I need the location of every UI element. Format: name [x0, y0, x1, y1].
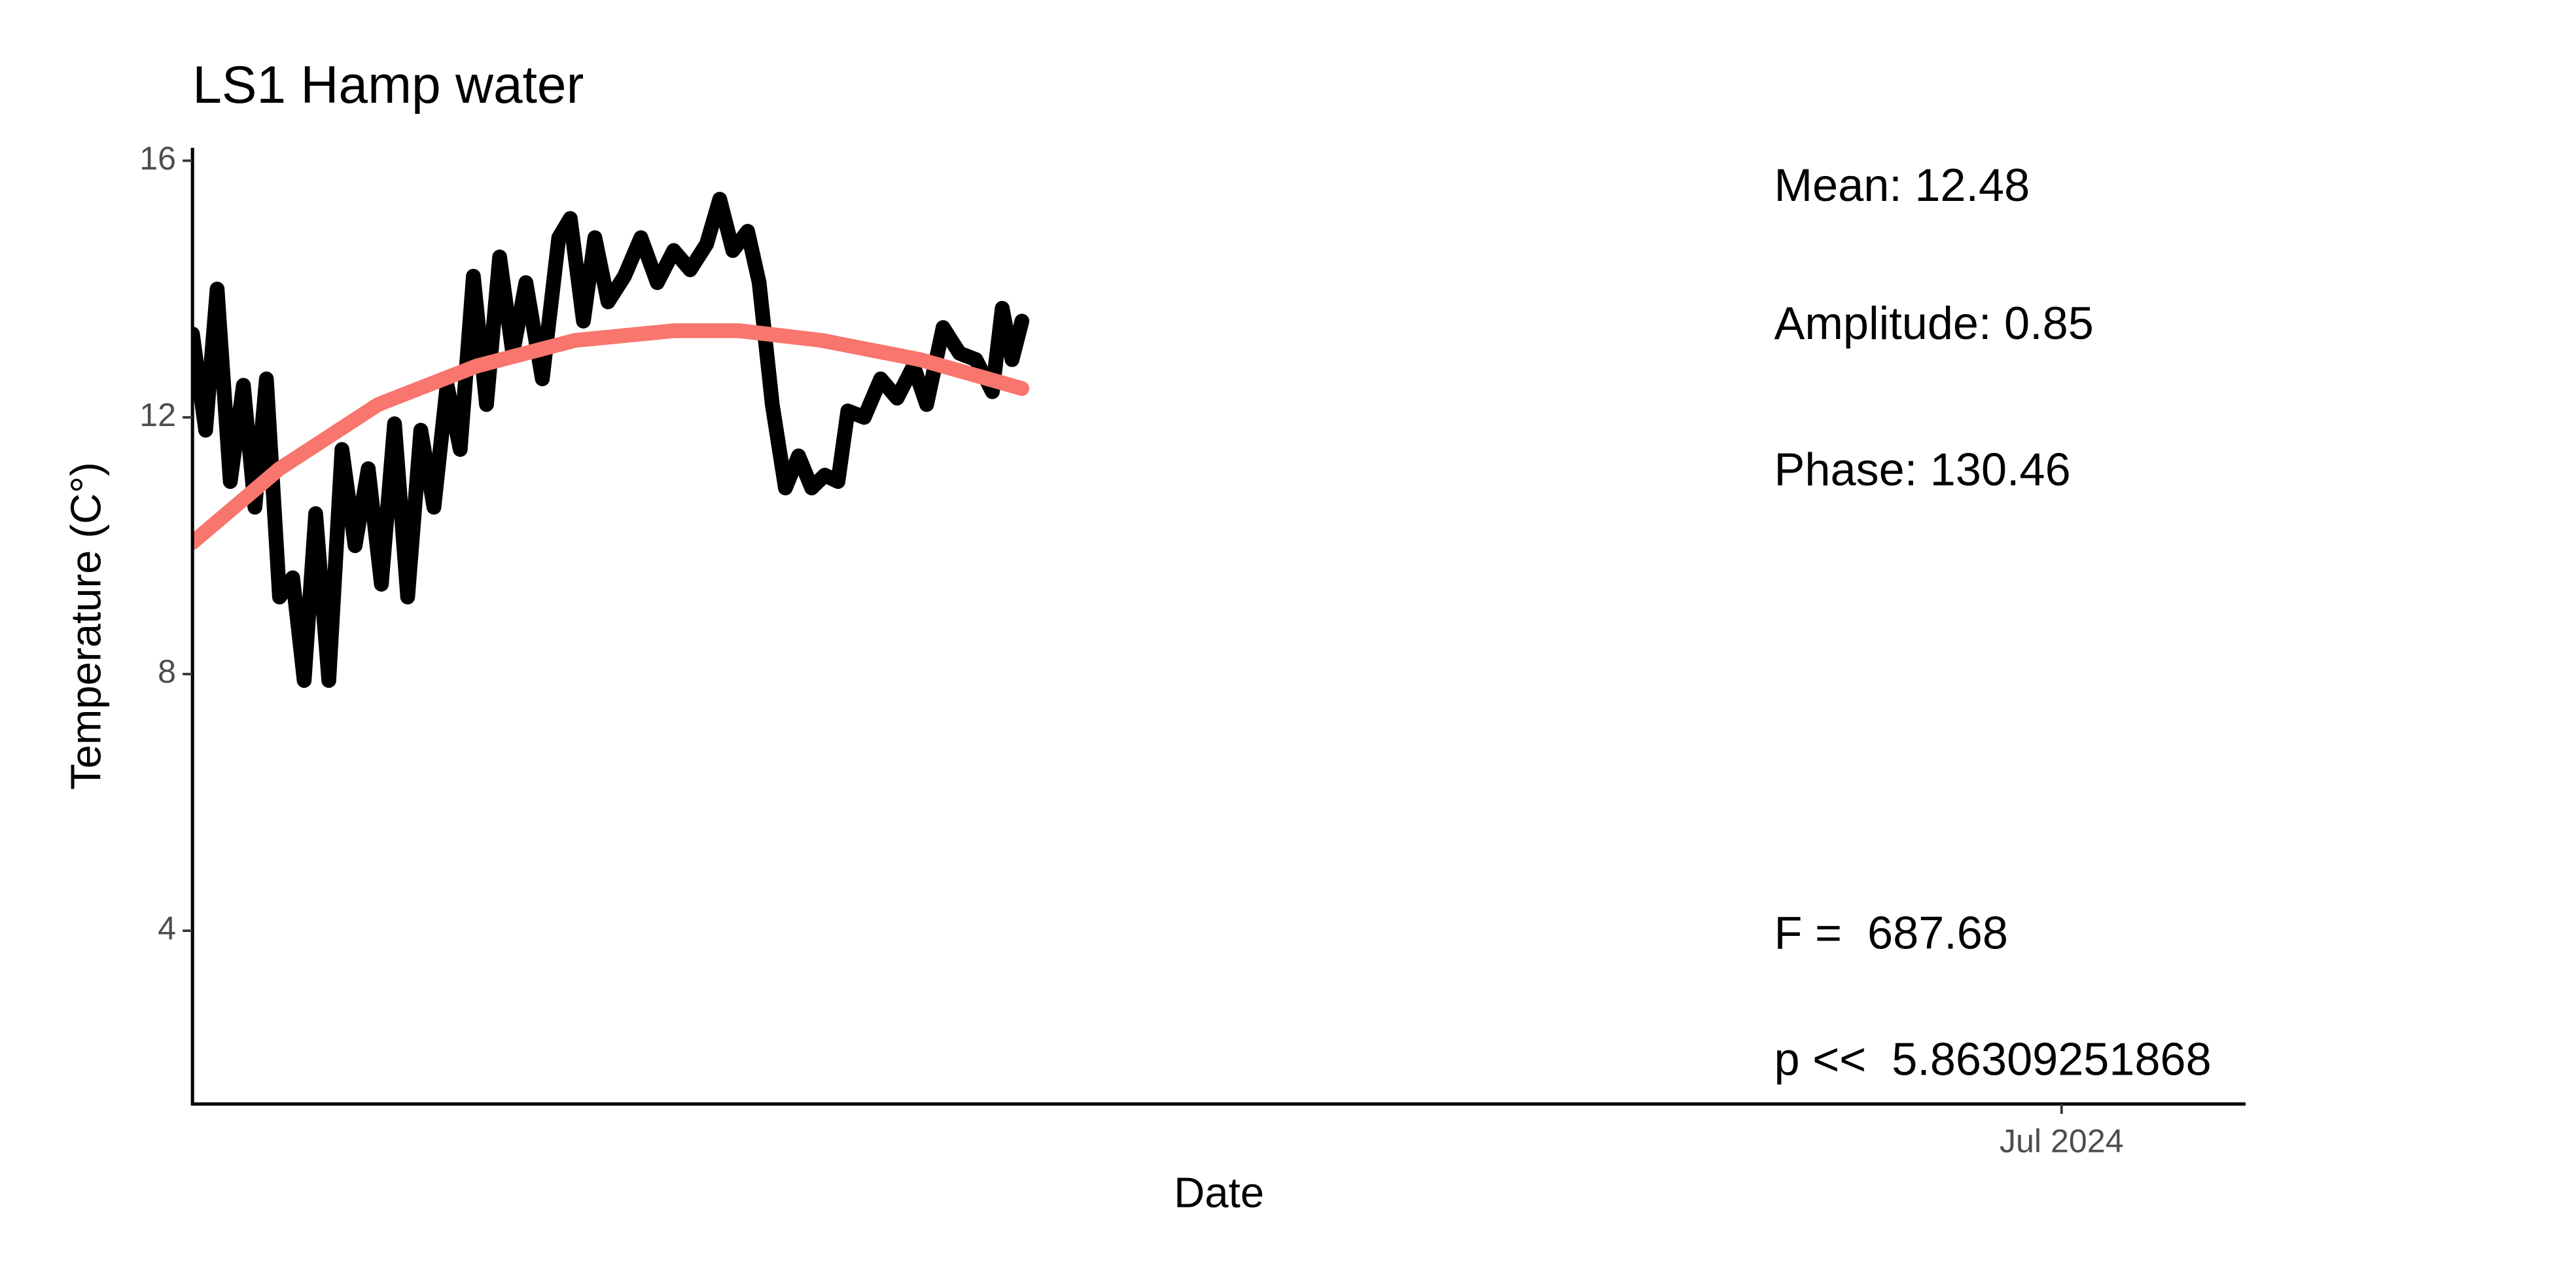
- y-tick-label: 8: [158, 653, 176, 690]
- y-axis-label: Temperature (C°): [62, 462, 109, 790]
- chart-title: LS1 Hamp water: [192, 56, 584, 115]
- annotation: Mean: 12.48: [1774, 159, 2030, 211]
- y-tick-label: 12: [139, 397, 176, 433]
- annotation: p << 5.86309251868: [1774, 1033, 2212, 1085]
- annotation: Amplitude: 0.85: [1774, 297, 2094, 349]
- y-tick-label: 4: [158, 910, 176, 946]
- plot-area: [192, 192, 1030, 689]
- series-line: [192, 192, 1030, 689]
- x-axis-label: Date: [1174, 1169, 1264, 1217]
- y-tick-label: 16: [139, 140, 176, 177]
- series-line: [192, 323, 1030, 550]
- x-tick-label: Jul 2024: [2000, 1122, 2124, 1159]
- annotation: F = 687.68: [1774, 906, 2008, 958]
- annotation: Phase: 130.46: [1774, 444, 2071, 495]
- annotations: Mean: 12.48 Amplitude: 0.85 Phase: 130.46 F…: [1774, 159, 2212, 1084]
